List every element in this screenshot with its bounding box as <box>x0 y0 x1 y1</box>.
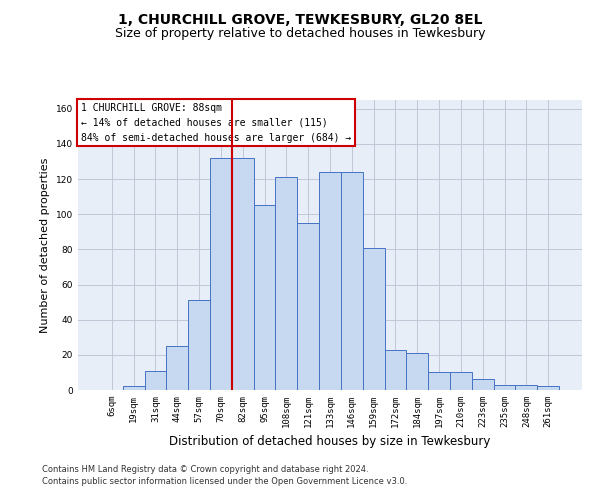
Bar <box>450 372 472 390</box>
Bar <box>406 353 428 390</box>
Text: 1 CHURCHILL GROVE: 88sqm
← 14% of detached houses are smaller (115)
84% of semi-: 1 CHURCHILL GROVE: 88sqm ← 14% of detach… <box>80 103 351 142</box>
Bar <box>428 372 450 390</box>
Bar <box>515 384 537 390</box>
X-axis label: Distribution of detached houses by size in Tewkesbury: Distribution of detached houses by size … <box>169 436 491 448</box>
Bar <box>188 300 210 390</box>
Bar <box>145 370 166 390</box>
Bar <box>254 206 275 390</box>
Bar <box>341 172 363 390</box>
Bar <box>319 172 341 390</box>
Text: Contains HM Land Registry data © Crown copyright and database right 2024.: Contains HM Land Registry data © Crown c… <box>42 466 368 474</box>
Text: 1, CHURCHILL GROVE, TEWKESBURY, GL20 8EL: 1, CHURCHILL GROVE, TEWKESBURY, GL20 8EL <box>118 12 482 26</box>
Bar <box>494 384 515 390</box>
Bar <box>363 248 385 390</box>
Bar <box>297 223 319 390</box>
Bar <box>275 178 297 390</box>
Bar <box>232 158 254 390</box>
Text: Size of property relative to detached houses in Tewkesbury: Size of property relative to detached ho… <box>115 28 485 40</box>
Bar <box>385 350 406 390</box>
Bar <box>537 386 559 390</box>
Bar <box>472 380 494 390</box>
Bar <box>123 386 145 390</box>
Text: Contains public sector information licensed under the Open Government Licence v3: Contains public sector information licen… <box>42 476 407 486</box>
Bar <box>210 158 232 390</box>
Bar <box>166 346 188 390</box>
Y-axis label: Number of detached properties: Number of detached properties <box>40 158 50 332</box>
